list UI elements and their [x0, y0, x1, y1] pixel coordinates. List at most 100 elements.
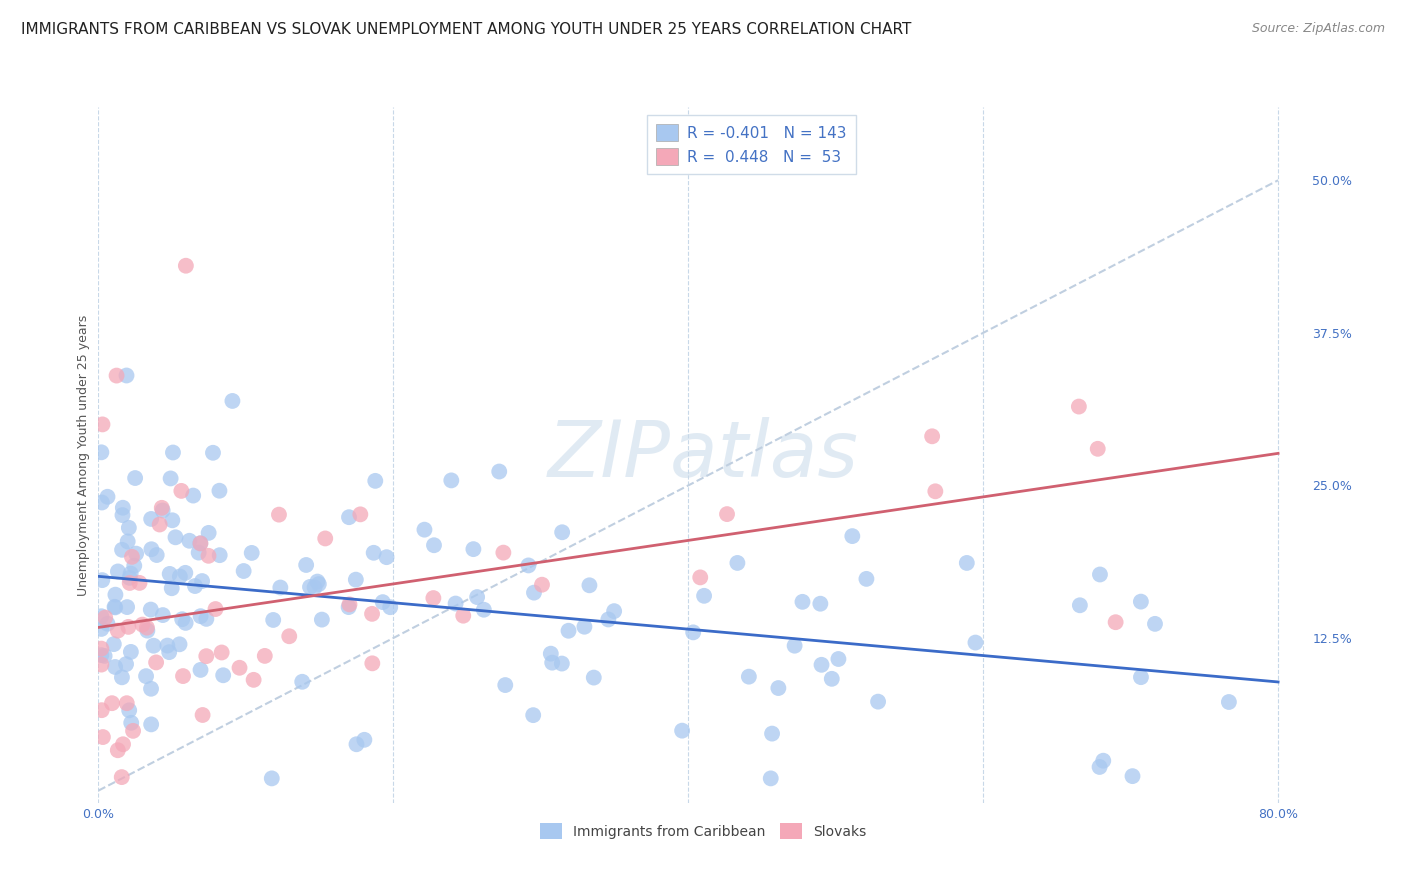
Point: [162, 445, 184, 459]
Point: [1218, 695, 1240, 709]
Point: [314, 532, 336, 546]
Point: [291, 674, 314, 689]
Point: [260, 772, 283, 786]
Point: [136, 624, 159, 638]
Point: [808, 597, 831, 611]
Point: [311, 613, 333, 627]
Point: [93, 648, 115, 663]
Point: [1092, 754, 1115, 768]
Point: [221, 393, 243, 408]
Point: [557, 624, 579, 638]
Point: [118, 576, 141, 591]
Point: [240, 546, 263, 560]
Point: [522, 708, 544, 723]
Point: [413, 523, 436, 537]
Point: [181, 489, 204, 503]
Point: [1067, 400, 1090, 414]
Point: [145, 656, 167, 670]
Point: [174, 566, 197, 580]
Point: [841, 529, 863, 543]
Point: [344, 573, 367, 587]
Point: [157, 645, 180, 659]
Point: [197, 525, 219, 540]
Point: [172, 669, 194, 683]
Point: [361, 657, 384, 671]
Point: [115, 600, 138, 615]
Point: [90, 648, 112, 662]
Point: [111, 770, 134, 784]
Point: [125, 547, 148, 561]
Point: [191, 574, 214, 588]
Point: [693, 589, 716, 603]
Point: [682, 625, 704, 640]
Point: [170, 483, 193, 498]
Point: [120, 715, 142, 730]
Legend: Immigrants from Caribbean, Slovaks: Immigrants from Caribbean, Slovaks: [534, 817, 872, 845]
Point: [551, 525, 574, 540]
Point: [827, 652, 849, 666]
Point: [111, 670, 134, 684]
Point: [463, 542, 485, 557]
Text: IMMIGRANTS FROM CARIBBEAN VS SLOVAK UNEMPLOYMENT AMONG YOUTH UNDER 25 YEARS CORR: IMMIGRANTS FROM CARIBBEAN VS SLOVAK UNEM…: [21, 22, 911, 37]
Point: [212, 668, 235, 682]
Point: [444, 597, 467, 611]
Point: [1104, 615, 1126, 630]
Point: [232, 564, 254, 578]
Point: [761, 726, 783, 740]
Point: [103, 599, 125, 614]
Point: [101, 696, 124, 710]
Point: [1088, 567, 1111, 582]
Point: [90, 657, 112, 672]
Point: [120, 566, 142, 581]
Point: [160, 581, 183, 595]
Point: [120, 645, 142, 659]
Point: [380, 600, 402, 615]
Point: [162, 513, 184, 527]
Point: [90, 495, 112, 509]
Point: [211, 645, 233, 659]
Point: [472, 603, 495, 617]
Point: [190, 609, 212, 624]
Point: [169, 569, 191, 583]
Point: [105, 368, 128, 383]
Point: [1129, 670, 1152, 684]
Point: [159, 471, 181, 485]
Point: [117, 620, 139, 634]
Point: [187, 546, 209, 560]
Point: [204, 602, 226, 616]
Point: [152, 608, 174, 623]
Point: [337, 600, 360, 615]
Point: [174, 615, 197, 630]
Point: [107, 743, 129, 757]
Y-axis label: Unemployment Among Youth under 25 years: Unemployment Among Youth under 25 years: [77, 314, 90, 596]
Point: [492, 546, 515, 560]
Point: [465, 590, 488, 604]
Point: [346, 737, 368, 751]
Point: [149, 517, 172, 532]
Point: [855, 572, 877, 586]
Point: [141, 717, 163, 731]
Point: [1069, 599, 1091, 613]
Point: [118, 703, 141, 717]
Point: [821, 672, 844, 686]
Point: [578, 578, 600, 592]
Point: [1087, 442, 1109, 456]
Point: [104, 660, 127, 674]
Point: [142, 639, 165, 653]
Point: [112, 737, 135, 751]
Point: [159, 566, 181, 581]
Point: [188, 536, 211, 550]
Point: [118, 521, 141, 535]
Point: [361, 607, 384, 621]
Point: [337, 510, 360, 524]
Point: [96, 490, 118, 504]
Point: [141, 512, 163, 526]
Point: [298, 580, 321, 594]
Point: [128, 575, 150, 590]
Point: [195, 649, 218, 664]
Point: [115, 696, 138, 710]
Point: [124, 471, 146, 485]
Point: [269, 581, 291, 595]
Point: [94, 610, 117, 624]
Point: [111, 508, 134, 522]
